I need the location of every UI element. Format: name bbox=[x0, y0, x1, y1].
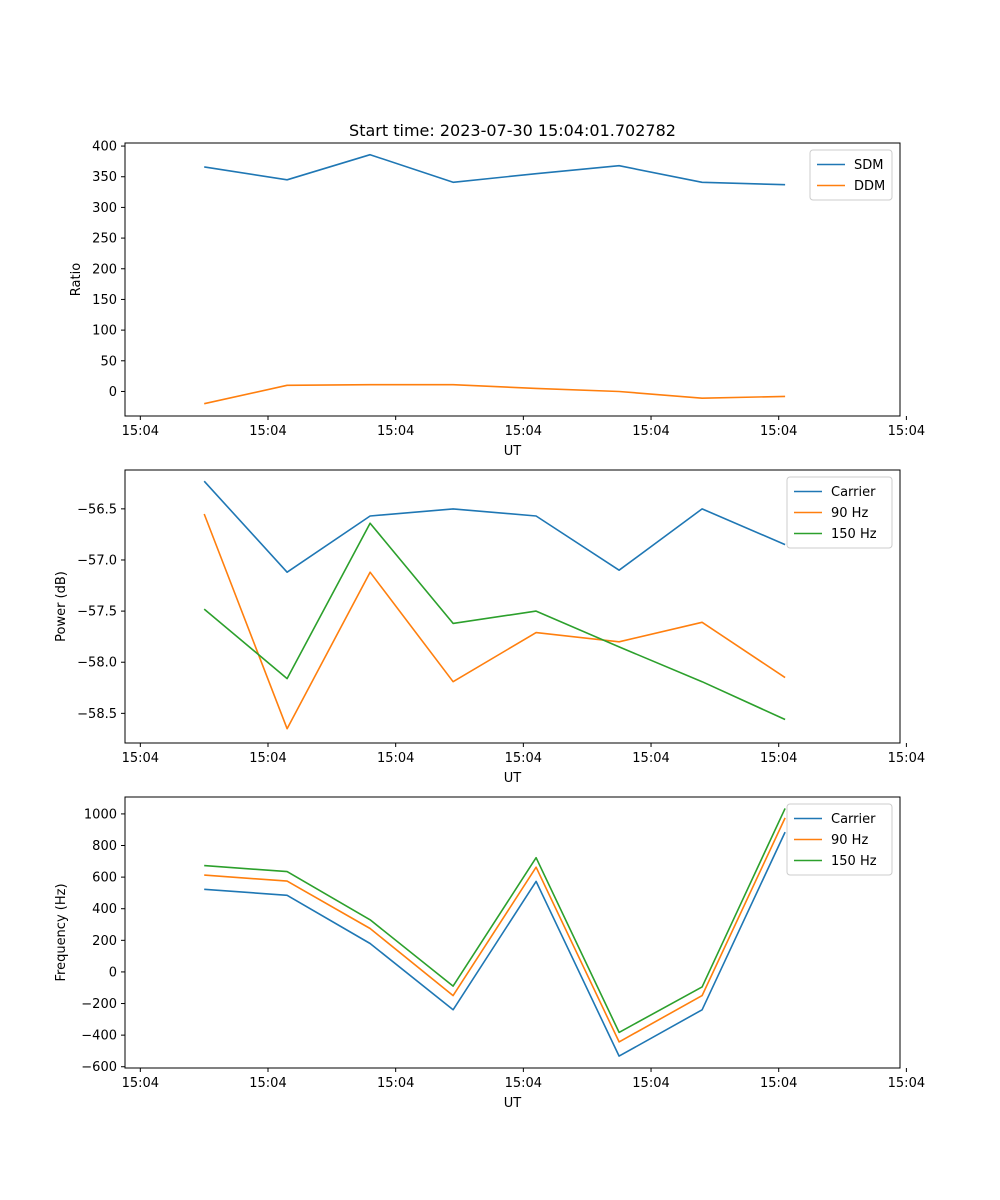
y-axis-label: Power (dB) bbox=[54, 571, 69, 642]
legend-box bbox=[786, 803, 893, 876]
legend-label: 90 Hz bbox=[831, 506, 868, 521]
chart-title: Start time: 2023-07-30 15:04:01.702782 bbox=[349, 121, 676, 140]
x-tick-label: 15:04 bbox=[632, 424, 669, 439]
axes-frame bbox=[124, 142, 901, 417]
x-tick-label: 15:04 bbox=[122, 424, 159, 439]
series-line-sdm bbox=[204, 153, 786, 186]
x-tick-label: 15:04 bbox=[760, 1076, 797, 1091]
x-tick-label: 15:04 bbox=[888, 751, 925, 766]
subplot-2: 15:04 15:04 15:04 15:04 15:04 15:04 15:04 −58.5… bbox=[54, 469, 925, 786]
y-tick-label: 800 bbox=[92, 839, 117, 854]
axes-frame bbox=[124, 796, 901, 1069]
legend-label: SDM bbox=[854, 158, 883, 173]
y-tick-label: 100 bbox=[92, 324, 117, 339]
x-tick-label: 15:04 bbox=[888, 1076, 925, 1091]
y-tick-label: 400 bbox=[92, 140, 117, 155]
y-tick-label: −200 bbox=[81, 997, 117, 1012]
legend: Carrier 90 Hz 150 Hz bbox=[786, 476, 893, 549]
x-tick-label: 15:04 bbox=[249, 751, 286, 766]
x-tick-label: 15:04 bbox=[760, 751, 797, 766]
x-axis-label: UT bbox=[504, 771, 522, 786]
x-tick-label: 15:04 bbox=[632, 1076, 669, 1091]
y-tick-label: 50 bbox=[100, 354, 117, 369]
legend-label: DDM bbox=[854, 179, 885, 194]
x-axis-label: UT bbox=[504, 1096, 522, 1111]
legend-label: Carrier bbox=[831, 812, 876, 827]
y-tick-label: 150 bbox=[92, 293, 117, 308]
subplots: 15:04 15:04 15:04 15:04 15:04 15:04 15:04 0 50 10… bbox=[54, 140, 925, 1111]
y-tick-label: 1000 bbox=[84, 807, 117, 822]
series-line-carrier bbox=[203, 480, 786, 574]
legend-label: 150 Hz bbox=[831, 527, 877, 542]
y-tick-label: −400 bbox=[81, 1029, 117, 1044]
y-tick-label: −57.0 bbox=[77, 553, 117, 568]
series-line-90-hz bbox=[203, 513, 786, 730]
legend-label: Carrier bbox=[831, 485, 876, 500]
y-tick-label: 0 bbox=[109, 965, 117, 980]
axes-frame bbox=[124, 469, 901, 744]
legend-label: 90 Hz bbox=[831, 833, 868, 848]
y-tick-label: 200 bbox=[92, 934, 117, 949]
x-tick-label: 15:04 bbox=[377, 424, 414, 439]
y-tick-label: −58.5 bbox=[77, 707, 117, 722]
x-tick-label: 15:04 bbox=[888, 424, 925, 439]
x-tick-label: 15:04 bbox=[377, 751, 414, 766]
x-tick-label: 15:04 bbox=[505, 424, 542, 439]
x-tick-label: 15:04 bbox=[122, 1076, 159, 1091]
x-axis-label: UT bbox=[504, 444, 522, 459]
x-tick-label: 15:04 bbox=[377, 1076, 414, 1091]
y-tick-label: 350 bbox=[92, 170, 117, 185]
y-tick-label: 300 bbox=[92, 201, 117, 216]
series-line-150-hz bbox=[203, 522, 786, 721]
series-line-150-hz bbox=[204, 808, 786, 1034]
y-tick-label: 400 bbox=[92, 902, 117, 917]
subplot-3: 15:04 15:04 15:04 15:04 15:04 15:04 15:04 −600 −… bbox=[54, 796, 925, 1111]
y-tick-label: −57.5 bbox=[77, 605, 117, 620]
legend-label: 150 Hz bbox=[831, 854, 877, 869]
x-tick-label: 15:04 bbox=[505, 1076, 542, 1091]
y-tick-label: −56.5 bbox=[77, 502, 117, 517]
y-tick-label: 200 bbox=[92, 262, 117, 277]
x-tick-label: 15:04 bbox=[249, 1076, 286, 1091]
x-tick-label: 15:04 bbox=[122, 751, 159, 766]
series-line-ddm bbox=[204, 383, 786, 405]
x-tick-label: 15:04 bbox=[632, 751, 669, 766]
legend-box bbox=[809, 149, 893, 201]
x-tick-label: 15:04 bbox=[505, 751, 542, 766]
y-tick-label: −58.0 bbox=[77, 656, 117, 671]
legend: SDM DDM bbox=[809, 149, 893, 201]
y-tick-label: −600 bbox=[81, 1060, 117, 1075]
legend-box bbox=[786, 476, 893, 549]
series-line-carrier bbox=[204, 831, 786, 1057]
y-axis-label: Frequency (Hz) bbox=[54, 883, 69, 981]
y-tick-label: 0 bbox=[109, 385, 117, 400]
series-line-90-hz bbox=[204, 817, 786, 1043]
subplot-1: 15:04 15:04 15:04 15:04 15:04 15:04 15:04 0 50 10… bbox=[69, 140, 925, 459]
y-axis-label: Ratio bbox=[69, 263, 84, 296]
y-tick-label: 600 bbox=[92, 871, 117, 886]
legend: Carrier 90 Hz 150 Hz bbox=[786, 803, 893, 876]
x-tick-label: 15:04 bbox=[760, 424, 797, 439]
x-tick-label: 15:04 bbox=[249, 424, 286, 439]
y-tick-label: 250 bbox=[92, 232, 117, 247]
